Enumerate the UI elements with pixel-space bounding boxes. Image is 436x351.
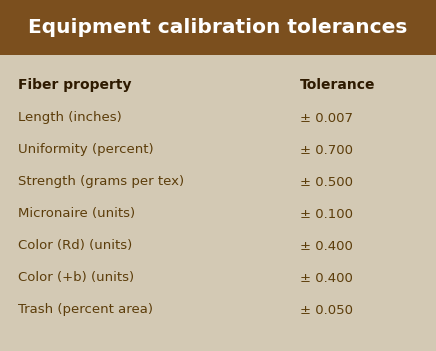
- Bar: [0, 0, 436, 55]
- Text: ± 0.050: ± 0.050: [300, 304, 353, 317]
- Text: Equipment calibration tolerances: Equipment calibration tolerances: [28, 18, 408, 37]
- Text: Uniformity (percent): Uniformity (percent): [18, 144, 153, 157]
- Text: Tolerance: Tolerance: [300, 78, 375, 92]
- Text: Trash (percent area): Trash (percent area): [18, 304, 153, 317]
- Text: ± 0.400: ± 0.400: [300, 272, 353, 285]
- Text: ± 0.700: ± 0.700: [300, 144, 353, 157]
- Text: Strength (grams per tex): Strength (grams per tex): [18, 176, 184, 188]
- Text: Color (+b) (units): Color (+b) (units): [18, 272, 134, 285]
- Text: ± 0.100: ± 0.100: [300, 207, 353, 220]
- Text: Length (inches): Length (inches): [18, 112, 122, 125]
- Text: ± 0.500: ± 0.500: [300, 176, 353, 188]
- Text: Color (Rd) (units): Color (Rd) (units): [18, 239, 132, 252]
- Text: ± 0.400: ± 0.400: [300, 239, 353, 252]
- Text: Fiber property: Fiber property: [18, 78, 132, 92]
- Text: Micronaire (units): Micronaire (units): [18, 207, 135, 220]
- Text: ± 0.007: ± 0.007: [300, 112, 353, 125]
